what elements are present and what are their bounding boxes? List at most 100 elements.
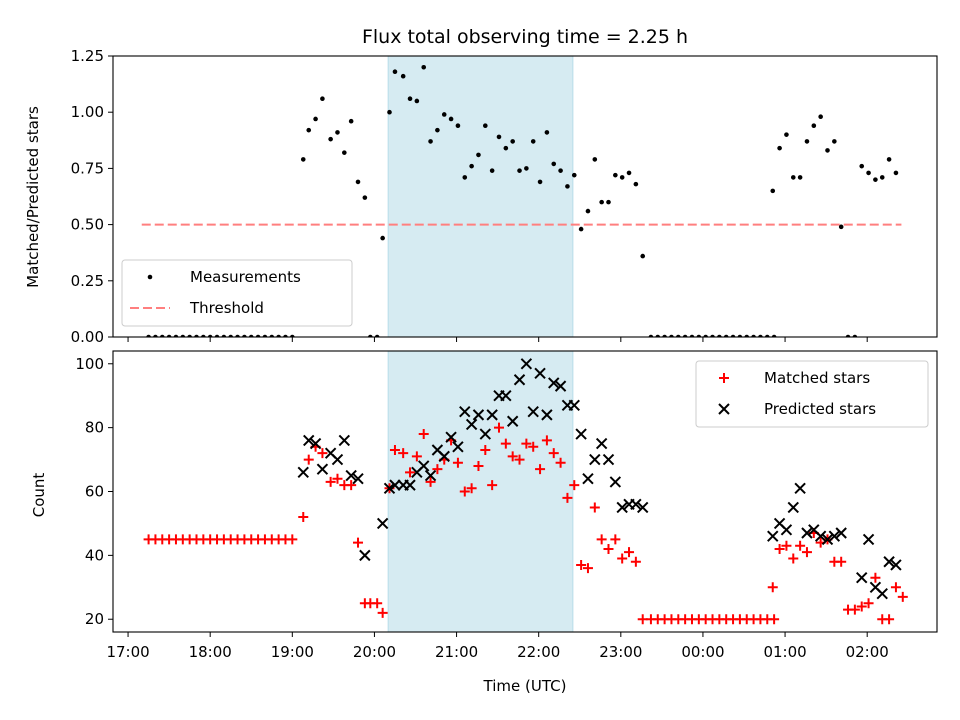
data-point bbox=[298, 512, 309, 523]
data-point bbox=[400, 73, 406, 79]
data-point bbox=[723, 334, 729, 337]
data-point bbox=[676, 334, 681, 337]
data-point bbox=[173, 334, 179, 337]
data-point bbox=[262, 334, 268, 337]
data-point bbox=[863, 598, 874, 609]
data-point bbox=[575, 428, 587, 440]
series-measurements bbox=[146, 64, 899, 337]
data-point bbox=[845, 334, 851, 337]
legend-label: Threshold bbox=[189, 299, 264, 317]
data-point bbox=[187, 334, 192, 337]
data-point bbox=[506, 415, 519, 427]
legend: Matched stars Predicted stars bbox=[695, 360, 929, 428]
data-point bbox=[640, 253, 646, 259]
data-point bbox=[214, 334, 220, 337]
data-point bbox=[717, 334, 722, 337]
data-point bbox=[788, 553, 799, 564]
data-point bbox=[606, 199, 611, 205]
data-point bbox=[153, 334, 158, 337]
data-point bbox=[582, 563, 593, 574]
data-point bbox=[890, 582, 901, 593]
legend-marker bbox=[147, 274, 153, 280]
y-tick-label: 80 bbox=[85, 419, 104, 437]
data-point bbox=[438, 450, 450, 463]
data-point bbox=[751, 334, 756, 337]
data-point bbox=[459, 486, 470, 497]
data-point bbox=[565, 184, 570, 189]
data-point bbox=[541, 435, 552, 446]
data-point bbox=[771, 334, 777, 337]
data-point bbox=[535, 464, 546, 475]
data-point bbox=[530, 139, 536, 144]
data-point bbox=[818, 114, 823, 119]
data-point bbox=[787, 501, 799, 514]
x-tick-label: 20:00 bbox=[353, 643, 396, 661]
data-point bbox=[346, 480, 357, 491]
data-point bbox=[513, 374, 526, 386]
data-point bbox=[527, 405, 539, 418]
data-point bbox=[602, 453, 615, 466]
x-tick-label: 18:00 bbox=[189, 643, 232, 661]
legend-label: Predicted stars bbox=[764, 400, 876, 418]
data-point bbox=[619, 175, 625, 180]
data-point bbox=[404, 479, 416, 491]
data-point bbox=[514, 454, 525, 465]
data-point bbox=[517, 168, 522, 173]
data-point bbox=[493, 422, 504, 433]
data-point bbox=[630, 498, 642, 510]
legend-label: Measurements bbox=[190, 268, 301, 286]
data-point bbox=[221, 334, 227, 337]
data-point bbox=[290, 334, 295, 337]
data-point bbox=[338, 434, 351, 447]
data-point bbox=[377, 607, 388, 618]
data-point bbox=[428, 139, 433, 144]
data-point bbox=[480, 444, 491, 455]
data-point bbox=[503, 145, 509, 151]
data-point bbox=[486, 409, 498, 421]
data-point bbox=[879, 175, 885, 180]
data-point bbox=[242, 334, 247, 337]
x-tick-label: 02:00 bbox=[846, 643, 889, 661]
data-point bbox=[592, 157, 598, 162]
data-point bbox=[424, 469, 437, 482]
data-point bbox=[562, 492, 573, 503]
data-point bbox=[744, 334, 750, 337]
data-point bbox=[856, 572, 868, 584]
data-point bbox=[435, 127, 440, 133]
data-point bbox=[610, 534, 621, 545]
data-point bbox=[452, 441, 464, 453]
data-point bbox=[300, 157, 306, 162]
data-point bbox=[452, 457, 463, 468]
data-point bbox=[548, 377, 560, 389]
data-point bbox=[554, 380, 567, 392]
data-point bbox=[359, 549, 371, 562]
y-tick-label: 100 bbox=[75, 355, 104, 373]
y-tick-label: 0.00 bbox=[71, 328, 104, 346]
data-point bbox=[797, 175, 803, 180]
data-point bbox=[801, 527, 813, 539]
data-point bbox=[569, 480, 580, 491]
data-point bbox=[521, 438, 532, 449]
data-point bbox=[383, 482, 396, 495]
x-tick-label: 23:00 bbox=[599, 643, 642, 661]
bottom-count-panel: 20 40 60 80 100 17:00 18:00 19:00 20:00 21:00 22:0… bbox=[75, 350, 938, 661]
data-point bbox=[276, 334, 281, 337]
data-point bbox=[794, 482, 806, 495]
data-point bbox=[884, 614, 895, 625]
data-point bbox=[283, 334, 288, 337]
data-point bbox=[465, 418, 478, 431]
data-point bbox=[626, 170, 632, 176]
data-point bbox=[496, 134, 502, 140]
data-point bbox=[689, 334, 695, 337]
data-point bbox=[596, 534, 607, 545]
legend: Measurements Threshold bbox=[121, 259, 353, 327]
data-point bbox=[589, 453, 601, 466]
data-point bbox=[389, 444, 400, 455]
data-point bbox=[331, 453, 344, 466]
data-point bbox=[637, 501, 649, 514]
y-tick-label: 0.50 bbox=[71, 216, 104, 234]
data-point bbox=[886, 157, 892, 162]
data-point bbox=[332, 473, 343, 484]
data-point bbox=[784, 132, 789, 137]
data-point bbox=[335, 130, 340, 135]
